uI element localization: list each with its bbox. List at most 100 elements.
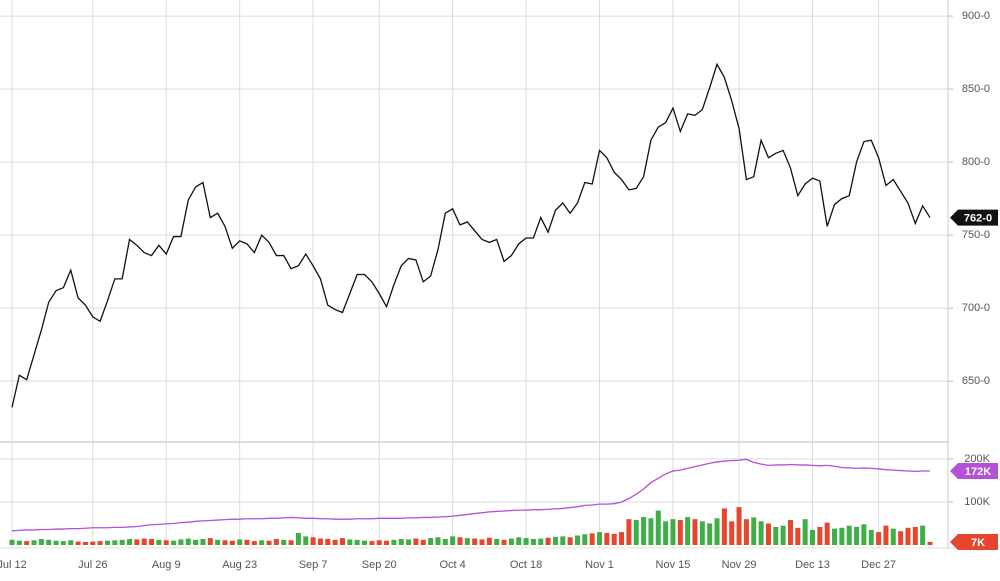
volume-bar [567, 537, 573, 545]
volume-bar [9, 539, 15, 545]
volume-bar [82, 541, 88, 545]
volume-bar [90, 541, 96, 545]
volume-bar [890, 528, 896, 545]
volume-bar [699, 521, 705, 545]
volume-bar [832, 528, 838, 545]
volume-bar [207, 538, 213, 545]
volume-bar [104, 540, 110, 545]
y-tick-label: 900-0 [962, 10, 990, 22]
price-tag-label: 762-0 [964, 212, 992, 224]
volume-bar [450, 536, 456, 545]
volume-bar [920, 525, 926, 545]
volume-bar [589, 533, 595, 545]
x-tick-label: Nov 15 [656, 559, 691, 571]
volume-bar [420, 539, 426, 545]
volume-bar [758, 521, 764, 545]
volume-bar [325, 538, 331, 545]
volume-bar [406, 539, 412, 545]
volume-bar [743, 519, 749, 545]
volume-bar [707, 523, 713, 545]
volume-bar [281, 539, 287, 545]
x-tick-label: Aug 23 [222, 559, 257, 571]
volume-bar [273, 538, 279, 545]
volume-bar [16, 540, 22, 545]
volume-bar [229, 540, 235, 545]
volume-bar [876, 532, 882, 545]
volume-bar [178, 539, 184, 545]
y-tick-label: 800-0 [962, 156, 990, 168]
volume-bar [171, 540, 177, 545]
volume-bar [905, 527, 911, 545]
volume-bar [508, 538, 514, 545]
volume-bar [773, 526, 779, 545]
volume-bar [861, 524, 867, 545]
volume-bar [457, 537, 463, 545]
volume-bar [633, 520, 639, 545]
volume-bar [486, 537, 492, 545]
volume-bar [472, 538, 478, 545]
price-tag [950, 209, 998, 226]
volume-bar [729, 521, 735, 545]
volume-bar [670, 519, 676, 545]
volume-bar [156, 539, 162, 545]
volume-bar [413, 538, 419, 545]
x-tick-label: Oct 4 [439, 559, 465, 571]
volume-bar [215, 539, 221, 545]
volume-bar [347, 539, 353, 545]
volume-bar [134, 539, 140, 545]
volume-bar [354, 539, 360, 545]
volume-bar [464, 538, 470, 545]
volume-bar [185, 538, 191, 545]
volume-bar [523, 538, 529, 545]
volume-bar [266, 540, 272, 545]
y-tick-label: 650-0 [962, 375, 990, 387]
volume-bar [582, 534, 588, 545]
volume-bar [288, 540, 294, 545]
volume-bar [435, 537, 441, 545]
x-tick-label: Nov 29 [722, 559, 757, 571]
y-tick-label: 200K [964, 453, 990, 465]
x-tick-label: Oct 18 [510, 559, 542, 571]
volume-bar [237, 539, 243, 545]
volume-bar [46, 539, 52, 545]
volume-bar [560, 536, 566, 545]
volume-bar [244, 539, 250, 545]
x-tick-label: Jul 26 [78, 559, 107, 571]
volume-bar [883, 525, 889, 545]
volume-bar [60, 541, 66, 545]
volume-bar [112, 540, 118, 545]
volume-bar [31, 540, 37, 545]
volume-bar [655, 510, 661, 545]
volume-bar [494, 538, 500, 545]
volume-bar [787, 520, 793, 545]
volume-bar [802, 519, 808, 545]
x-tick-label: Sep 7 [299, 559, 328, 571]
volume-bar [538, 538, 544, 545]
volume-bar [736, 507, 742, 545]
volume-bar [24, 541, 30, 545]
volume-bar [376, 540, 382, 545]
price-tag-label: 172K [965, 466, 991, 478]
volume-bar [369, 541, 375, 545]
volume-bar [714, 518, 720, 545]
volume-bar [38, 538, 44, 545]
volume-bar [552, 536, 558, 545]
volume-bar [384, 540, 390, 545]
y-tick-label: 750-0 [962, 229, 990, 241]
volume-bar [898, 531, 904, 545]
volume-bar [251, 541, 257, 545]
volume-bar [912, 526, 918, 545]
x-tick-label: Jul 12 [0, 559, 27, 571]
volume-bar [127, 538, 133, 545]
volume-bar [68, 540, 74, 545]
volume-bar [824, 522, 830, 545]
y-tick-label: 700-0 [962, 302, 990, 314]
x-tick-label: Sep 20 [362, 559, 397, 571]
volume-bar [479, 539, 485, 545]
volume-bar [200, 538, 206, 545]
volume-bar [530, 538, 536, 545]
volume-bar [648, 518, 654, 545]
volume-bar [391, 539, 397, 545]
x-tick-label: Nov 1 [585, 559, 614, 571]
